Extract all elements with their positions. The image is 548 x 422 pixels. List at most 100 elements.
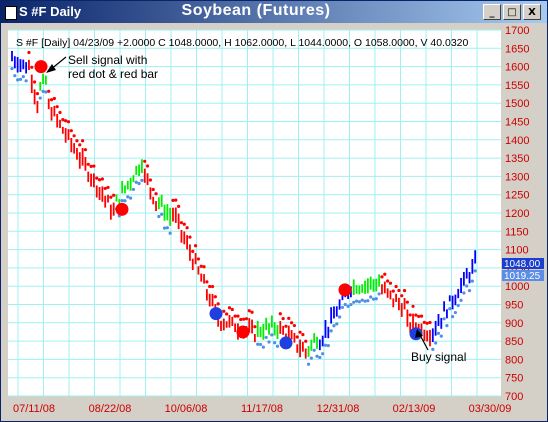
buy-signal-note: Buy signal bbox=[411, 350, 467, 364]
minimize-button[interactable]: _ bbox=[483, 4, 501, 20]
stop-dot bbox=[148, 178, 152, 182]
stop-dot bbox=[21, 74, 25, 79]
stop-dot bbox=[250, 310, 254, 314]
window-name: S #F Daily bbox=[19, 4, 82, 19]
y-tick-label: 1700 bbox=[505, 25, 529, 37]
stop-dot bbox=[239, 317, 243, 322]
stop-dot bbox=[69, 129, 73, 133]
stop-dot bbox=[230, 307, 234, 312]
stop-dot bbox=[92, 164, 96, 168]
stop-tag bbox=[502, 270, 544, 281]
y-tick-label: 1200 bbox=[505, 208, 529, 220]
stop-dot bbox=[369, 295, 373, 299]
stop-dot bbox=[343, 302, 347, 307]
y-tick-label: 1000 bbox=[505, 281, 529, 293]
stop-dot bbox=[366, 299, 370, 303]
stop-dot bbox=[222, 309, 226, 313]
y-tick-label: 1650 bbox=[505, 43, 529, 55]
stop-dot bbox=[335, 322, 339, 326]
stop-dot bbox=[439, 334, 443, 338]
stop-tag-text: 1019.25 bbox=[504, 271, 541, 282]
stop-dot bbox=[244, 317, 249, 321]
stop-dot bbox=[290, 321, 294, 325]
stop-dot bbox=[32, 80, 37, 84]
stop-dot bbox=[72, 134, 76, 138]
stop-dot bbox=[436, 331, 441, 335]
stop-dot bbox=[371, 297, 376, 301]
stop-dot bbox=[75, 139, 79, 143]
stop-dot bbox=[109, 195, 113, 199]
stop-dot bbox=[145, 164, 150, 168]
x-tick-label: 03/30/09 bbox=[469, 403, 512, 415]
stop-dot bbox=[193, 244, 198, 248]
stop-dot bbox=[52, 96, 56, 101]
sell-signal-dot bbox=[236, 325, 250, 339]
stop-dot bbox=[402, 289, 407, 293]
stop-dot bbox=[131, 187, 136, 192]
stop-dot bbox=[24, 79, 28, 83]
stop-dot bbox=[18, 77, 23, 81]
stop-dot bbox=[275, 344, 280, 348]
stop-dot bbox=[298, 330, 302, 334]
buy-signal-dot bbox=[209, 307, 223, 321]
x-tick-label: 11/17/08 bbox=[241, 403, 283, 415]
chart-info: S #F [Daily] 04/23/09 +2.0000 C 1048.000… bbox=[16, 37, 469, 49]
stop-dot bbox=[58, 110, 62, 115]
stop-dot bbox=[30, 65, 34, 69]
title-bar[interactable]: S #F Daily Soybean (Futures) _ □ X bbox=[1, 1, 547, 23]
stop-dot bbox=[273, 341, 277, 345]
maximize-button[interactable]: □ bbox=[503, 4, 521, 20]
stop-dot bbox=[352, 300, 356, 304]
sell-signal-dot bbox=[115, 202, 129, 216]
stop-dot bbox=[16, 78, 20, 82]
stop-dot bbox=[78, 143, 82, 147]
stop-dot bbox=[236, 314, 240, 318]
stop-dot bbox=[216, 302, 220, 306]
stop-dot bbox=[354, 299, 359, 303]
stop-dot bbox=[66, 120, 71, 124]
sell-note-line1: Sell signal with bbox=[68, 53, 148, 67]
stop-dot bbox=[185, 226, 189, 230]
stop-dot bbox=[473, 269, 477, 273]
stop-dot bbox=[408, 313, 412, 317]
stop-dot bbox=[377, 292, 381, 296]
stop-dot bbox=[380, 275, 384, 279]
buy-signal-dot bbox=[279, 336, 293, 350]
stop-dot bbox=[363, 299, 367, 303]
y-tick-label: 1500 bbox=[505, 98, 529, 110]
stop-dot bbox=[338, 315, 342, 319]
y-tick-label: 1350 bbox=[505, 153, 529, 165]
stop-dot bbox=[411, 304, 415, 308]
stop-dot bbox=[442, 317, 446, 321]
y-tick-label: 750 bbox=[505, 373, 523, 385]
stop-dot bbox=[318, 355, 322, 360]
stop-dot bbox=[445, 324, 449, 328]
stop-dot bbox=[35, 92, 40, 96]
close-tag-text: 1048.00 bbox=[504, 259, 541, 270]
x-tick-label: 07/11/08 bbox=[13, 403, 55, 415]
stop-dot bbox=[64, 119, 68, 123]
stop-dot bbox=[61, 118, 65, 122]
stop-dot bbox=[386, 279, 390, 283]
close-button[interactable]: X bbox=[523, 4, 541, 20]
stop-dot bbox=[292, 323, 297, 328]
stop-dot bbox=[340, 305, 345, 310]
stop-dot bbox=[89, 164, 93, 168]
stop-dot bbox=[112, 193, 116, 197]
stop-dot bbox=[414, 313, 418, 317]
stop-dot bbox=[397, 288, 401, 293]
stop-dot bbox=[434, 341, 438, 345]
stop-dot bbox=[196, 257, 200, 261]
stop-dot bbox=[312, 348, 316, 352]
stop-dot bbox=[129, 196, 133, 200]
stop-dot bbox=[213, 295, 217, 299]
stop-dot bbox=[199, 264, 203, 268]
x-tick-label: 02/13/09 bbox=[393, 403, 436, 415]
x-tick-label: 10/06/08 bbox=[165, 403, 208, 415]
stop-dot bbox=[106, 185, 110, 190]
stop-dot bbox=[462, 291, 466, 295]
stop-dot bbox=[227, 306, 232, 310]
stop-dot bbox=[210, 284, 215, 289]
y-axis: 1700 1650 1600 1550 1500 1450 1400 1350 1300 1250… bbox=[505, 25, 529, 403]
